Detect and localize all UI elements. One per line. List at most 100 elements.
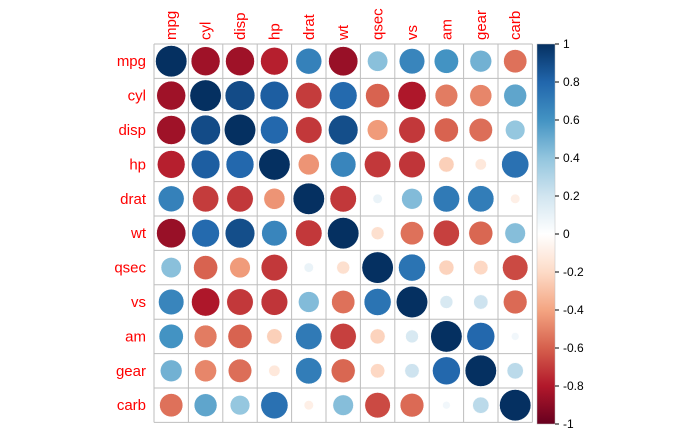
corr-circle-hp-qsec bbox=[364, 150, 392, 178]
corr-circle-gear-vs bbox=[404, 363, 420, 379]
corr-circle-am-hp bbox=[266, 328, 283, 345]
row-label-drat: drat bbox=[120, 191, 147, 208]
corr-circle-drat-vs bbox=[401, 188, 423, 210]
corr-circle-gear-disp bbox=[228, 358, 252, 383]
corr-circle-wt-mpg bbox=[156, 218, 187, 249]
corr-circle-mpg-qsec bbox=[367, 50, 389, 72]
corr-circle-am-carb bbox=[511, 332, 520, 341]
correlation-circles bbox=[155, 45, 532, 422]
corr-circle-drat-carb bbox=[510, 193, 521, 204]
corr-circle-mpg-carb bbox=[503, 49, 528, 74]
corr-circle-gear-qsec bbox=[370, 363, 386, 379]
corr-circle-am-gear bbox=[466, 322, 495, 351]
corr-circle-hp-am bbox=[438, 156, 455, 173]
corr-circle-vs-cyl bbox=[191, 287, 220, 317]
corr-circle-cyl-carb bbox=[503, 83, 527, 108]
corr-circle-carb-carb bbox=[499, 389, 532, 422]
corr-circle-disp-drat bbox=[295, 116, 323, 144]
corr-circle-gear-gear bbox=[464, 354, 497, 387]
corr-circle-mpg-disp bbox=[225, 46, 255, 76]
corr-circle-qsec-disp bbox=[229, 257, 251, 279]
corr-circle-cyl-mpg bbox=[156, 80, 186, 111]
colorbar-tick-label: 1 bbox=[563, 37, 570, 51]
corr-circle-vs-am bbox=[439, 295, 454, 309]
corr-circle-disp-disp bbox=[224, 114, 256, 146]
corr-circle-hp-mpg bbox=[157, 150, 186, 179]
corr-circle-cyl-gear bbox=[469, 84, 493, 107]
row-label-mpg: mpg bbox=[117, 53, 146, 70]
corr-circle-disp-carb bbox=[505, 119, 526, 141]
corr-circle-cyl-wt bbox=[329, 81, 358, 110]
grid bbox=[153, 43, 533, 423]
corr-circle-qsec-hp bbox=[260, 254, 288, 282]
corr-circle-wt-carb bbox=[504, 222, 526, 244]
corr-circle-hp-gear bbox=[474, 158, 487, 171]
row-labels: mpg cyl disp hp drat wt qsec vs am gear carb bbox=[114, 53, 147, 414]
colorbar-tick-label: -0.8 bbox=[563, 379, 584, 393]
corr-circle-am-am bbox=[430, 320, 463, 353]
corr-circle-vs-carb bbox=[503, 289, 528, 315]
column-labels: mpg cyl disp hp drat wt qsec vs am gear carb bbox=[163, 8, 524, 41]
corr-circle-mpg-cyl bbox=[190, 46, 221, 76]
corr-circle-mpg-gear bbox=[469, 50, 492, 73]
corr-circle-qsec-qsec bbox=[361, 251, 394, 284]
corr-circle-cyl-drat bbox=[295, 82, 323, 109]
corr-circle-cyl-disp bbox=[224, 80, 256, 111]
corr-circle-wt-wt bbox=[327, 217, 360, 250]
corr-circle-disp-am bbox=[434, 117, 459, 143]
corr-circle-wt-cyl bbox=[191, 219, 220, 248]
column-label-am: am bbox=[438, 19, 455, 40]
corr-circle-drat-hp bbox=[263, 188, 286, 210]
column-label-cyl: cyl bbox=[198, 22, 215, 40]
colorbar-tick-label: 0.6 bbox=[563, 113, 580, 127]
corr-circle-wt-gear bbox=[468, 220, 494, 246]
corr-circle-carb-disp bbox=[229, 395, 251, 416]
column-label-gear: gear bbox=[473, 10, 490, 40]
colorbar-tick-label: -0.6 bbox=[563, 341, 584, 355]
corr-circle-am-mpg bbox=[158, 323, 184, 349]
corr-circle-am-qsec bbox=[369, 328, 386, 345]
corr-circle-vs-mpg bbox=[158, 289, 185, 315]
corr-circle-wt-disp bbox=[224, 218, 256, 249]
corr-circle-carb-vs bbox=[399, 393, 425, 418]
corr-circle-vs-qsec bbox=[363, 288, 392, 316]
corr-circle-disp-qsec bbox=[367, 119, 389, 141]
corr-circle-carb-mpg bbox=[159, 393, 184, 418]
row-label-hp: hp bbox=[129, 156, 146, 173]
corr-circle-qsec-carb bbox=[502, 254, 529, 281]
colorbar: -1 -0.8 -0.6 -0.4 -0.2 0 0.2 0.4 0.6 0.8 1 bbox=[536, 37, 584, 431]
column-label-hp: hp bbox=[266, 23, 283, 40]
corr-circle-disp-vs bbox=[398, 116, 426, 144]
corr-circle-qsec-cyl bbox=[193, 255, 218, 280]
row-label-wt: wt bbox=[130, 225, 147, 242]
corr-circle-hp-cyl bbox=[191, 149, 221, 179]
corr-circle-hp-wt bbox=[330, 151, 357, 178]
corr-circle-hp-drat bbox=[298, 153, 320, 176]
colorbar-tick-label: 0 bbox=[563, 227, 570, 241]
corr-circle-cyl-vs bbox=[397, 81, 427, 110]
corr-circle-mpg-wt bbox=[328, 46, 359, 77]
corr-circle-mpg-am bbox=[433, 48, 459, 74]
corr-circle-gear-cyl bbox=[194, 359, 217, 383]
corr-circle-drat-am bbox=[432, 185, 460, 213]
corr-circle-qsec-vs bbox=[398, 253, 426, 282]
corr-circle-gear-am bbox=[432, 356, 461, 385]
corr-circle-mpg-vs bbox=[399, 48, 425, 75]
corr-circle-carb-qsec bbox=[364, 392, 391, 419]
corr-circle-vs-drat bbox=[298, 291, 320, 313]
corr-circle-drat-drat bbox=[292, 182, 325, 215]
corr-circle-disp-cyl bbox=[190, 114, 221, 146]
column-label-drat: drat bbox=[301, 13, 318, 40]
corr-circle-gear-hp bbox=[268, 364, 281, 377]
corr-circle-am-wt bbox=[329, 323, 357, 350]
corr-circle-vs-disp bbox=[226, 288, 254, 316]
row-label-am: am bbox=[125, 328, 146, 345]
corr-circle-qsec-drat bbox=[303, 262, 314, 273]
corr-circle-qsec-wt bbox=[336, 260, 350, 275]
corr-circle-cyl-qsec bbox=[365, 83, 390, 108]
corr-circle-wt-am bbox=[433, 219, 460, 247]
row-label-gear: gear bbox=[116, 363, 146, 380]
corr-circle-am-vs bbox=[405, 329, 419, 344]
colorbar-tick-label: 0.8 bbox=[563, 75, 580, 89]
